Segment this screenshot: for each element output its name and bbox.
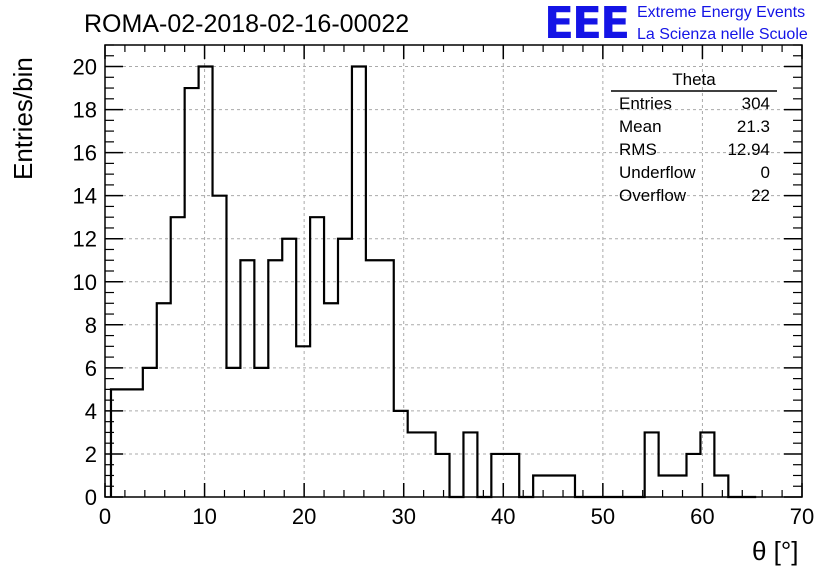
y-tick-label: 16 — [73, 141, 97, 166]
x-tick-label: 50 — [591, 504, 615, 529]
stats-entries-label: Entries — [619, 94, 672, 113]
y-tick-label: 4 — [85, 399, 97, 424]
x-tick-label: 30 — [391, 504, 415, 529]
x-tick-label: 0 — [99, 504, 111, 529]
stats-overflow-value: 22 — [751, 186, 770, 205]
y-tick-label: 2 — [85, 442, 97, 467]
x-tick-label: 70 — [790, 504, 814, 529]
stats-rms-value: 12.94 — [727, 140, 770, 159]
y-tick-label: 18 — [73, 98, 97, 123]
y-tick-label: 10 — [73, 270, 97, 295]
stats-overflow-label: Overflow — [619, 186, 687, 205]
y-axis-label: Entries/bin — [8, 57, 38, 180]
x-tick-label: 20 — [292, 504, 316, 529]
y-tick-label: 8 — [85, 313, 97, 338]
stats-underflow-label: Underflow — [619, 163, 696, 182]
histogram-outline — [109, 65, 757, 499]
stats-rms-label: RMS — [619, 140, 657, 159]
y-tick-label: 12 — [73, 227, 97, 252]
run-title: ROMA-02-2018-02-16-00022 — [84, 10, 410, 38]
stats-underflow-value: 0 — [760, 163, 770, 182]
plot-frame — [104, 44, 803, 498]
stats-mean-value: 21.3 — [736, 117, 770, 136]
eee-logo: EEE — [544, 0, 630, 49]
x-tick-label: 60 — [690, 504, 714, 529]
y-tick-label: 14 — [73, 184, 97, 209]
y-tick-label: 20 — [73, 55, 97, 80]
x-tick-label: 40 — [491, 504, 515, 529]
x-axis-label: θ [°] — [752, 536, 799, 566]
x-tick-label: 10 — [192, 504, 216, 529]
stats-mean-label: Mean — [619, 117, 662, 136]
y-tick-label: 6 — [85, 356, 97, 381]
stats-title: Theta — [672, 70, 716, 89]
logo-line-1: Extreme Energy Events — [637, 4, 806, 21]
y-tick-label: 0 — [85, 485, 97, 510]
logo-line-2: La Scienza nelle Scuole — [637, 26, 808, 43]
stats-entries-value: 304 — [741, 94, 770, 113]
